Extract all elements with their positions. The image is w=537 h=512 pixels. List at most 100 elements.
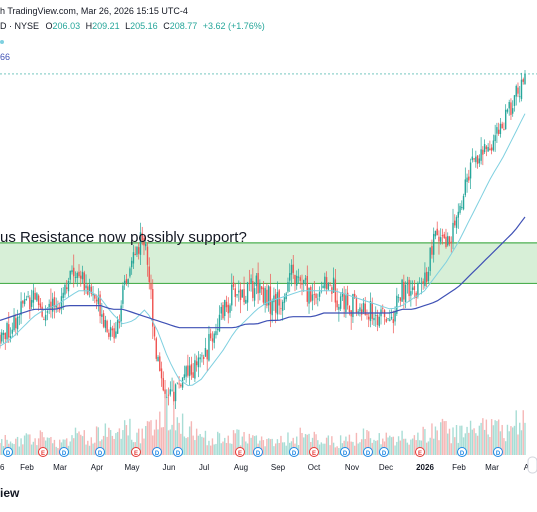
volume-bar (513, 425, 516, 455)
candle-body (348, 305, 351, 312)
candle-body (506, 109, 509, 112)
volume-bar (138, 428, 140, 455)
dividend-badge (173, 447, 183, 457)
volume-bar (362, 428, 365, 455)
volume-bar (90, 437, 93, 455)
candle-body (106, 320, 108, 332)
volume-bar (441, 418, 444, 455)
volume-bar (22, 444, 24, 455)
volume-bar (496, 421, 498, 455)
volume-bar (504, 441, 507, 455)
candle-body (78, 271, 80, 277)
candle-body (513, 95, 516, 106)
volume-bar (231, 443, 233, 455)
candle-body (206, 349, 208, 360)
dividend-badge (493, 447, 503, 457)
candle-body (160, 368, 163, 379)
volume-bar (187, 437, 189, 455)
volume-bar (429, 437, 431, 455)
volume-bar (160, 427, 163, 455)
candle-body (162, 378, 164, 391)
candle-body (192, 372, 194, 378)
candle-body (490, 147, 493, 151)
volume-bar (378, 433, 380, 455)
candle-body (169, 389, 172, 395)
volume-bar (157, 429, 159, 455)
candle-body (324, 276, 326, 289)
volume-bar (143, 438, 145, 455)
volume-bar (162, 427, 164, 455)
candle-body (74, 277, 77, 279)
volume-bar (376, 440, 379, 455)
volume-bar (78, 431, 80, 455)
x-axis-label: Jun (163, 463, 176, 472)
volume-bar (436, 430, 438, 455)
candle-body (447, 236, 449, 246)
volume-bar (462, 437, 465, 455)
x-axis-label: Oct (308, 463, 321, 472)
volume-bar (4, 434, 6, 455)
candle-body (297, 276, 300, 278)
candle-body (325, 277, 328, 289)
volume-bar (113, 438, 115, 455)
high-value: 209.21 (92, 21, 120, 31)
volume-bar (361, 439, 363, 455)
candle-body (20, 301, 22, 316)
volume-bar (339, 435, 342, 455)
volume-bar (397, 436, 400, 455)
candle-body (194, 360, 196, 379)
candle-body (248, 283, 251, 284)
volume-bar (97, 427, 100, 455)
volume-bar (20, 438, 22, 455)
candle-body (452, 222, 454, 243)
x-axis-label: Sep (271, 463, 286, 472)
volume-bar (246, 443, 249, 455)
candle-body (341, 292, 344, 297)
volume-bar (274, 443, 277, 455)
candle-body (432, 233, 435, 255)
volume-bar (411, 438, 414, 455)
volume-bar (202, 437, 205, 455)
dividend-badge (457, 447, 467, 457)
candle-body (382, 307, 384, 309)
volume-bar (116, 431, 119, 455)
x-axis-label: Apr (91, 463, 104, 472)
volume-bar (192, 435, 194, 455)
candle-body (190, 364, 193, 375)
volume-bar (120, 438, 122, 455)
candle-body (141, 233, 143, 241)
volume-bar (190, 421, 193, 455)
candle-body (166, 396, 168, 398)
candle-body (199, 357, 201, 360)
candle-body (371, 303, 373, 319)
x-axis-label: Nov (345, 463, 359, 472)
volume-bar (94, 442, 96, 455)
candle-body (301, 283, 303, 285)
volume-bar (410, 439, 412, 455)
candle-body (355, 298, 358, 314)
volume-bar (331, 436, 333, 455)
candle-body (176, 382, 179, 384)
candle-body (408, 279, 410, 297)
candle-body (222, 304, 224, 319)
candle-body (253, 288, 256, 301)
candle-body (497, 129, 500, 134)
candle-body (50, 301, 52, 310)
volume-bar (401, 430, 403, 455)
candle-body (30, 299, 33, 307)
dividend-badge-label: D (292, 451, 297, 457)
candle-body (255, 275, 258, 287)
candle-body (102, 313, 105, 327)
candle-body (36, 293, 38, 301)
volume-bar (204, 430, 207, 455)
candle-body (62, 292, 64, 298)
volume-bar (385, 432, 387, 455)
candle-body (113, 328, 115, 339)
volume-bar (215, 443, 217, 455)
candle-body (123, 280, 126, 285)
candle-body (9, 336, 12, 339)
dividend-badge (289, 447, 299, 457)
volume-bar (88, 445, 91, 455)
